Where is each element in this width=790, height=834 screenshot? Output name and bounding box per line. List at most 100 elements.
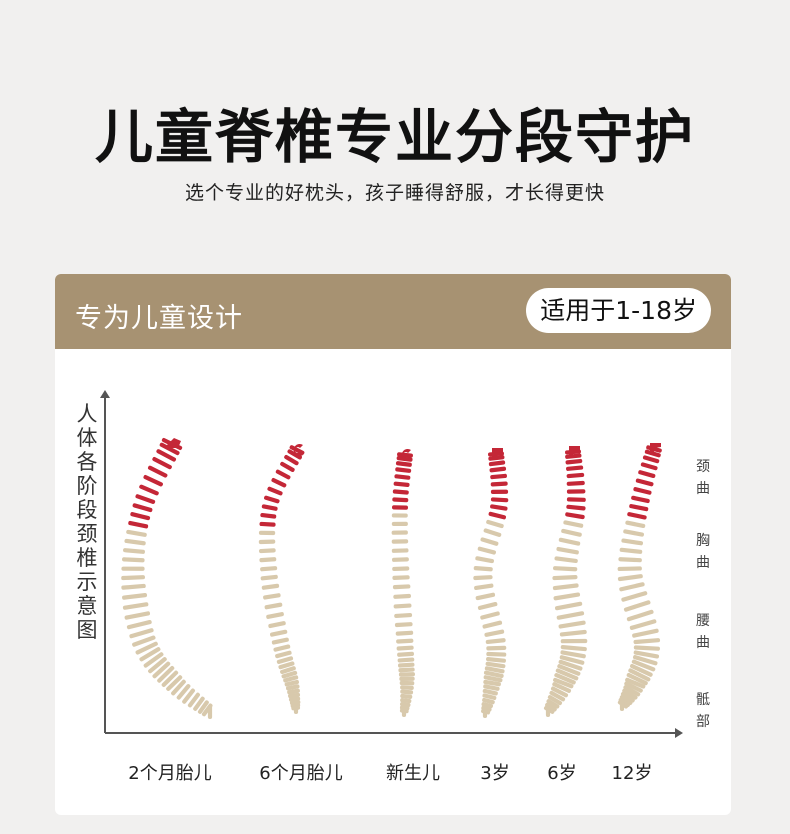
vertebra	[559, 629, 587, 637]
vertebra	[629, 504, 649, 512]
vertebra	[482, 688, 498, 696]
vertebra	[549, 690, 566, 702]
vertebra	[483, 528, 502, 537]
spine-6	[617, 443, 662, 711]
y-axis-label: 人体各阶段颈椎示意图	[76, 402, 98, 642]
vertebra	[129, 628, 154, 639]
vertebra	[566, 472, 585, 479]
vertebra	[171, 679, 186, 696]
vertebra	[477, 601, 498, 610]
vertebra	[143, 652, 164, 668]
vertebra	[553, 677, 574, 689]
vertebra	[560, 650, 586, 659]
vertebra	[259, 548, 276, 554]
vertebra	[261, 583, 280, 590]
spine-diagram	[100, 390, 683, 738]
vertebra	[400, 689, 414, 695]
vertebra	[400, 698, 412, 704]
vertebra	[565, 458, 583, 465]
spine-5	[543, 446, 588, 717]
vertebra	[263, 593, 281, 600]
vertebra	[490, 481, 508, 487]
vertebra	[280, 461, 295, 472]
vertebra	[561, 528, 582, 537]
vertebra	[617, 566, 642, 572]
vertebra	[566, 489, 586, 494]
vertebra	[633, 650, 660, 659]
vertebra	[391, 521, 408, 527]
vertebra	[563, 520, 584, 528]
vertebra	[482, 697, 495, 705]
vertebra	[474, 583, 494, 591]
vertebra	[398, 672, 415, 677]
vertebra	[391, 548, 409, 553]
vertebra	[271, 478, 287, 488]
vertebra	[490, 504, 508, 511]
vertebra	[397, 657, 415, 663]
vertebra	[566, 504, 586, 511]
vertebra	[632, 628, 659, 638]
vertebra	[161, 670, 179, 687]
vertebra	[393, 481, 410, 487]
vertebra	[473, 566, 493, 572]
vertebra	[623, 529, 644, 537]
vertebra	[553, 592, 581, 601]
vertebra	[627, 512, 647, 520]
vertebra	[270, 629, 288, 637]
vertebra	[622, 688, 638, 700]
x-axis-arrow-icon	[675, 728, 683, 738]
vertebra	[619, 701, 625, 711]
stage-label-3: 新生儿	[386, 763, 440, 784]
vertebra	[545, 702, 557, 712]
vertebra	[152, 661, 171, 679]
stage-label-1: 2个月胎儿	[128, 763, 212, 784]
vertebra	[625, 677, 646, 689]
vertebra	[555, 668, 579, 681]
stage-label-5: 6岁	[547, 763, 577, 784]
vertebra	[121, 583, 146, 590]
vertebra	[486, 657, 506, 663]
vertebra	[620, 691, 635, 703]
vertebra	[558, 659, 583, 671]
vertebra	[135, 494, 156, 504]
vertebra	[485, 638, 506, 645]
vertebra	[399, 676, 415, 681]
vertebra	[393, 593, 411, 599]
vertebra	[631, 495, 650, 504]
vertebra	[633, 655, 658, 666]
vertebra	[126, 529, 147, 537]
vertebra	[283, 675, 299, 683]
vertebra	[621, 538, 644, 546]
spine-2	[258, 444, 305, 714]
vertebra	[152, 456, 172, 470]
spine-top-icon	[492, 448, 503, 460]
vertebra	[621, 591, 648, 602]
vertebra	[284, 454, 299, 466]
vertebra	[122, 557, 145, 563]
vertebra	[391, 513, 408, 518]
vertebra	[633, 645, 660, 651]
vertebra	[122, 593, 148, 600]
vertebra	[481, 702, 493, 709]
vertebra	[484, 629, 505, 637]
vertebra	[642, 455, 660, 464]
vertebra	[392, 497, 409, 503]
vertebra	[121, 575, 145, 581]
vertebra	[395, 461, 412, 467]
vertebra	[122, 602, 149, 610]
y-axis-arrow-icon	[100, 390, 110, 398]
vertebra	[623, 600, 651, 612]
vertebra	[482, 620, 503, 629]
vertebra	[287, 449, 302, 460]
vertebra	[554, 673, 576, 685]
vertebra	[554, 556, 578, 564]
vertebra	[399, 680, 415, 686]
vertebra	[640, 462, 658, 471]
vertebra	[475, 592, 496, 601]
spine-top-icon	[401, 449, 411, 461]
vertebra	[132, 503, 153, 513]
spine-top-icon	[569, 446, 580, 458]
vertebra	[483, 679, 501, 687]
vertebra	[483, 684, 500, 691]
vertebra	[159, 442, 180, 456]
